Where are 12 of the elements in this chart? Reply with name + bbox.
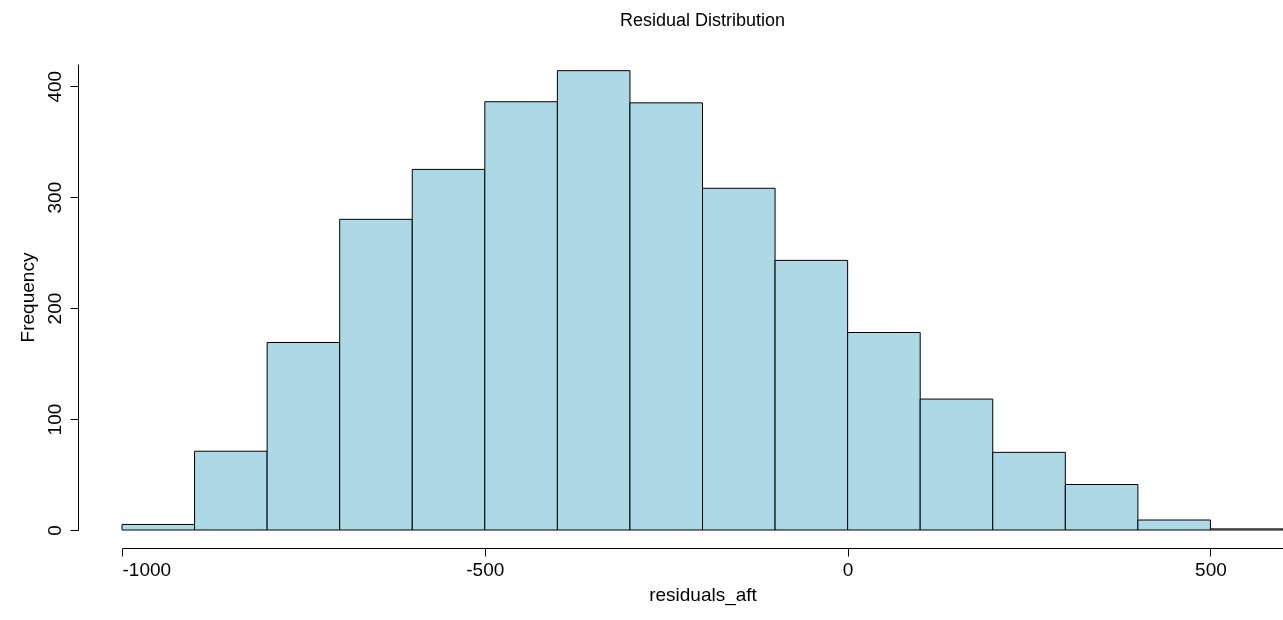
y-tick-label: 0 bbox=[43, 525, 65, 536]
y-tick-label: 100 bbox=[43, 403, 65, 436]
x-tick-label: -500 bbox=[466, 558, 505, 580]
x-tick-label: 0 bbox=[842, 558, 854, 580]
chart-title: Residual Distribution bbox=[619, 10, 786, 30]
x-tick-label: -1000 bbox=[122, 558, 172, 580]
y-tick-label: 300 bbox=[43, 181, 65, 214]
x-tick-label: 500 bbox=[1195, 558, 1227, 580]
y-axis-title: Frequency bbox=[16, 252, 38, 343]
x-axis-title: residuals_aft bbox=[649, 583, 758, 606]
y-tick-label: 400 bbox=[43, 70, 65, 103]
y-tick-label: 200 bbox=[43, 292, 65, 325]
